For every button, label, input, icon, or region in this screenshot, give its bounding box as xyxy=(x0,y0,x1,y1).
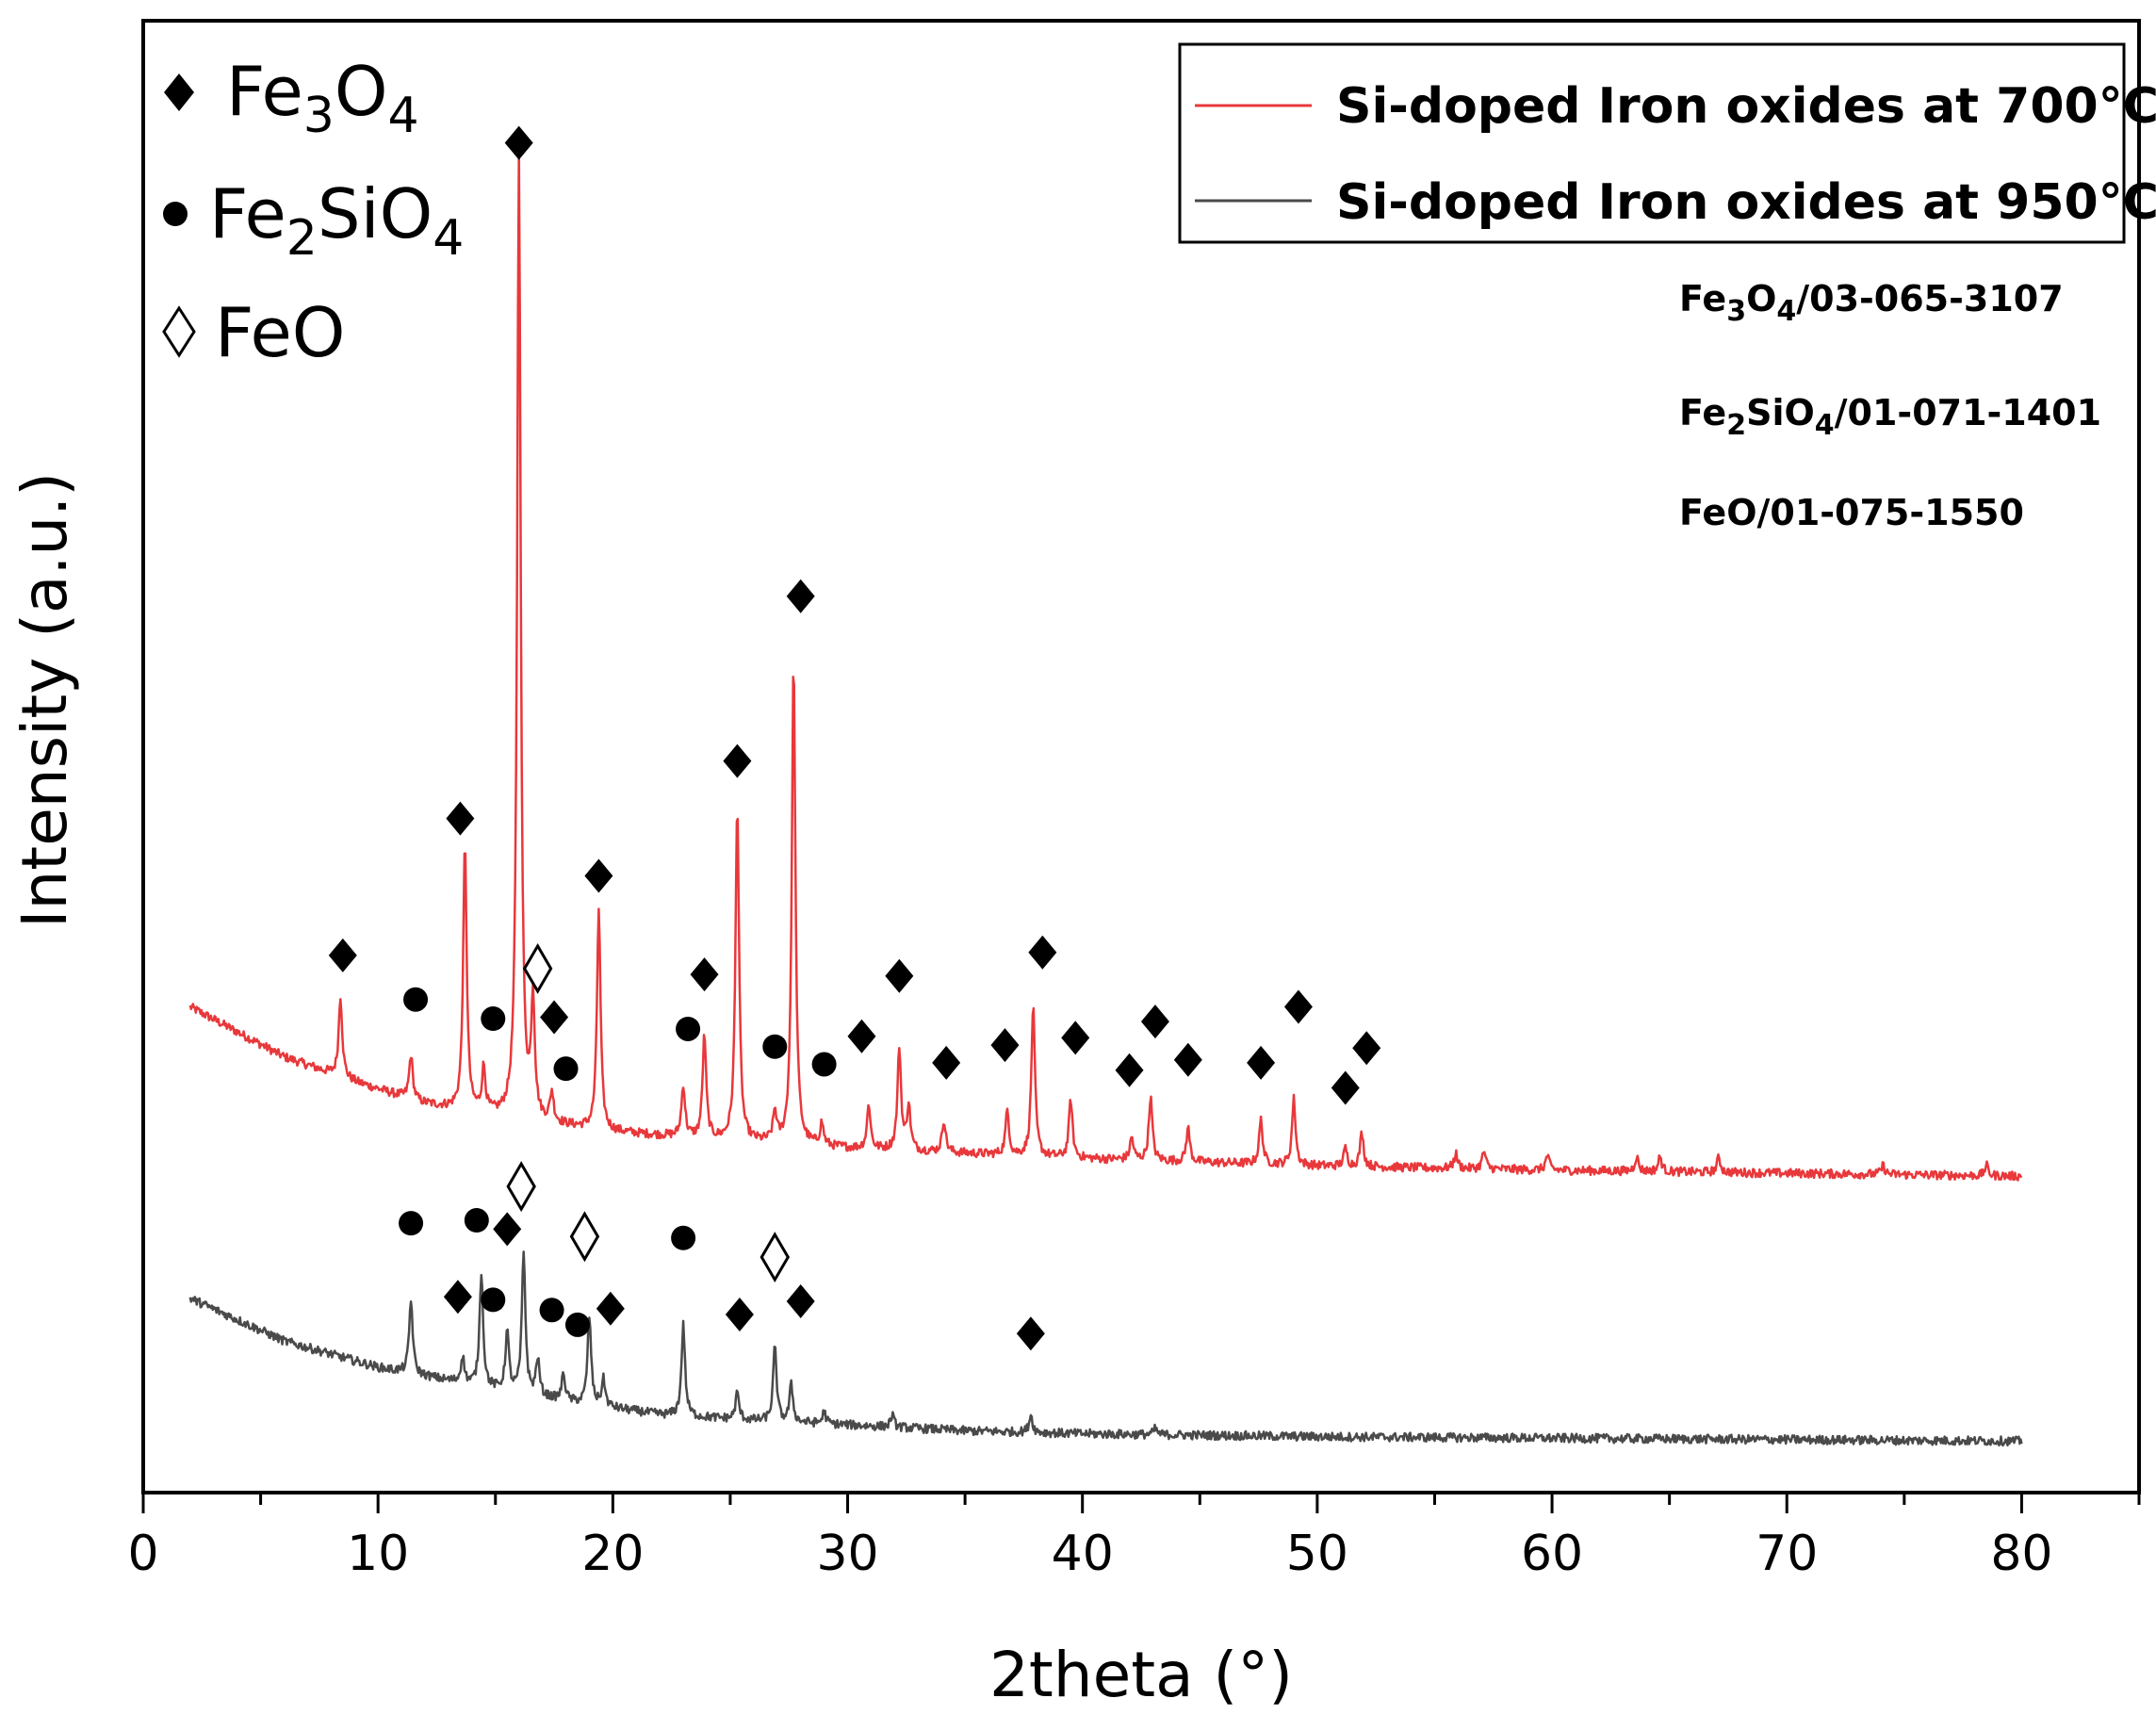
x-tick-label: 40 xyxy=(1052,1526,1114,1582)
peak-marker-fe3o4 xyxy=(1331,1070,1360,1105)
peak-marker-fe3o4 xyxy=(446,801,475,836)
phase-legend: Fe3O4 Fe2SiO4 FeO xyxy=(162,52,464,372)
peak-marker-fe3o4 xyxy=(328,938,357,972)
x-tick-label: 70 xyxy=(1756,1526,1818,1582)
phase-legend-fe3o4-symbol xyxy=(164,73,194,111)
x-tick-label: 0 xyxy=(127,1526,158,1582)
peak-marker-fe2sio4 xyxy=(671,1225,696,1250)
peak-marker-fe3o4 xyxy=(504,125,533,160)
x-tick-label: 50 xyxy=(1286,1526,1348,1582)
peak-marker-fe3o4 xyxy=(1283,989,1313,1024)
peak-marker-feo xyxy=(569,1211,600,1263)
x-axis-ticks: 0 10 20 30 40 50 60 70 80 xyxy=(127,1493,2141,1582)
peak-marker-fe2sio4 xyxy=(539,1298,564,1323)
ref-card-feo: FeO/01-075-1550 xyxy=(1679,492,2024,533)
phase-legend-feo-label: FeO xyxy=(215,293,345,372)
series-legend: Si-doped Iron oxides at 700°C Si-doped I… xyxy=(1178,42,2156,244)
peak-marker-fe3o4 xyxy=(1061,1021,1090,1055)
x-axis-title: 2theta (°) xyxy=(989,1639,1293,1711)
phase-legend-fe2sio4-label: Fe2SiO4 xyxy=(209,174,464,267)
peak-marker-layer xyxy=(328,125,1381,1351)
peak-marker-fe3o4 xyxy=(1247,1045,1276,1080)
peak-marker-fe2sio4 xyxy=(553,1056,579,1082)
peak-marker-fe3o4 xyxy=(786,1283,815,1318)
peak-marker-fe3o4 xyxy=(847,1019,876,1053)
x-tick-label: 60 xyxy=(1521,1526,1583,1582)
plot-frame xyxy=(141,19,2141,1494)
peak-marker-fe2sio4 xyxy=(464,1208,489,1233)
phase-legend-fe2sio4-symbol xyxy=(163,202,188,226)
ref-card-fe3o4: Fe3O4/03-065-3107 xyxy=(1679,278,2064,328)
peak-marker-fe3o4 xyxy=(885,958,914,993)
reference-cards: Fe3O4/03-065-3107 Fe2SiO4/01-071-1401 Fe… xyxy=(1679,278,2101,533)
y-axis-title: Intensity (a.u.) xyxy=(8,472,81,928)
peak-marker-fe3o4 xyxy=(1140,1004,1169,1039)
legend-label-950c: Si-doped Iron oxides at 950°C xyxy=(1336,174,2156,231)
peak-marker-fe3o4 xyxy=(723,743,752,778)
phase-legend-fe3o4-label: Fe3O4 xyxy=(226,52,419,144)
peak-marker-fe2sio4 xyxy=(676,1016,701,1041)
peak-marker-fe2sio4 xyxy=(403,987,429,1012)
legend-label-700c: Si-doped Iron oxides at 700°C xyxy=(1336,78,2156,135)
peak-marker-feo xyxy=(506,1161,536,1213)
peak-marker-fe3o4 xyxy=(690,957,719,992)
peak-marker-feo xyxy=(760,1232,791,1283)
peak-marker-fe3o4 xyxy=(725,1297,754,1331)
peak-marker-fe3o4 xyxy=(1016,1316,1045,1351)
peak-marker-fe2sio4 xyxy=(811,1052,837,1077)
x-tick-label: 80 xyxy=(1990,1526,2052,1582)
series-line-700c xyxy=(188,149,2023,1182)
peak-marker-fe3o4 xyxy=(493,1212,522,1247)
peak-marker-feo xyxy=(522,942,553,994)
peak-marker-fe3o4 xyxy=(1173,1042,1202,1077)
series-legend-box xyxy=(1178,42,2126,244)
peak-marker-fe3o4 xyxy=(540,1000,569,1035)
peak-marker-fe3o4 xyxy=(584,858,613,893)
peak-marker-fe3o4 xyxy=(786,579,815,613)
peak-marker-fe2sio4 xyxy=(481,1287,506,1313)
ref-card-fe2sio4: Fe2SiO4/01-071-1401 xyxy=(1679,392,2101,442)
peak-marker-fe3o4 xyxy=(443,1280,472,1315)
x-tick-label: 10 xyxy=(347,1526,409,1582)
peak-marker-fe3o4 xyxy=(990,1028,1020,1063)
peak-marker-fe2sio4 xyxy=(762,1034,788,1059)
series-layer xyxy=(188,149,2023,1447)
series-line-950c xyxy=(188,1250,2023,1447)
peak-marker-fe3o4 xyxy=(1352,1031,1381,1066)
peak-marker-fe2sio4 xyxy=(481,1006,506,1032)
phase-legend-feo-symbol xyxy=(162,305,196,358)
peak-marker-fe2sio4 xyxy=(564,1312,590,1337)
peak-marker-fe3o4 xyxy=(932,1045,961,1080)
peak-marker-fe3o4 xyxy=(596,1291,625,1326)
x-tick-label: 20 xyxy=(581,1526,644,1582)
peak-marker-fe2sio4 xyxy=(399,1211,424,1236)
peak-marker-fe3o4 xyxy=(1028,935,1057,970)
peak-marker-fe3o4 xyxy=(1115,1053,1144,1087)
x-tick-label: 30 xyxy=(816,1526,878,1582)
